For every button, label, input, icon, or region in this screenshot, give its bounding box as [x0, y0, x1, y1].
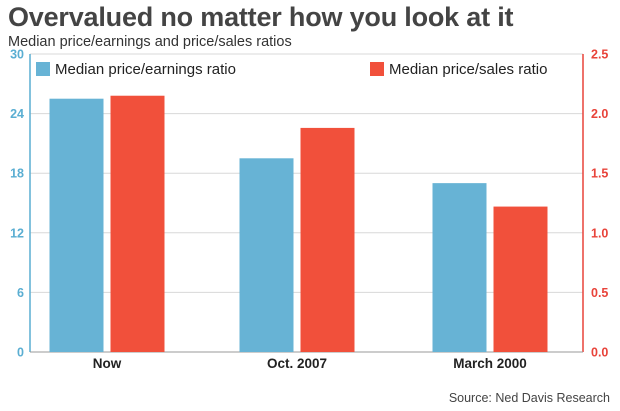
right-axis-tick-label: 1.0 [591, 226, 608, 240]
chart-subtitle: Median price/earnings and price/sales ra… [8, 34, 292, 50]
bar-pe-ratio [49, 98, 104, 352]
category-label: March 2000 [453, 356, 527, 371]
source-note: Source: Ned Davis Research [448, 391, 610, 405]
right-axis-tick-label: 0.0 [591, 346, 608, 360]
chart-title: Overvalued no matter how you look at it [8, 2, 514, 32]
legend-swatch-ps [370, 62, 384, 76]
category-label: Now [93, 356, 122, 371]
left-axis-tick-label: 30 [10, 48, 24, 62]
bar-pe-ratio [239, 158, 294, 352]
left-axis-tick-label: 0 [17, 346, 24, 360]
right-axis-tick-label: 2.5 [591, 48, 608, 62]
right-axis-tick-label: 0.5 [591, 286, 608, 300]
legend-label-pe: Median price/earnings ratio [55, 61, 236, 78]
right-axis-tick-label: 2.0 [591, 107, 608, 121]
bar-pe-ratio [432, 183, 487, 352]
category-label: Oct. 2007 [267, 356, 327, 371]
legend-label-ps: Median price/sales ratio [389, 61, 547, 78]
legend-swatch-pe [36, 62, 50, 76]
right-axis-tick-label: 1.5 [591, 167, 608, 181]
left-axis-tick-label: 12 [10, 226, 24, 240]
bar-ps-ratio [300, 127, 355, 353]
left-axis-tick-label: 24 [10, 107, 24, 121]
bar-ps-ratio [110, 95, 165, 352]
bar-ps-ratio [493, 206, 548, 352]
left-axis-tick-label: 6 [17, 286, 24, 300]
left-axis-tick-label: 18 [10, 167, 24, 181]
